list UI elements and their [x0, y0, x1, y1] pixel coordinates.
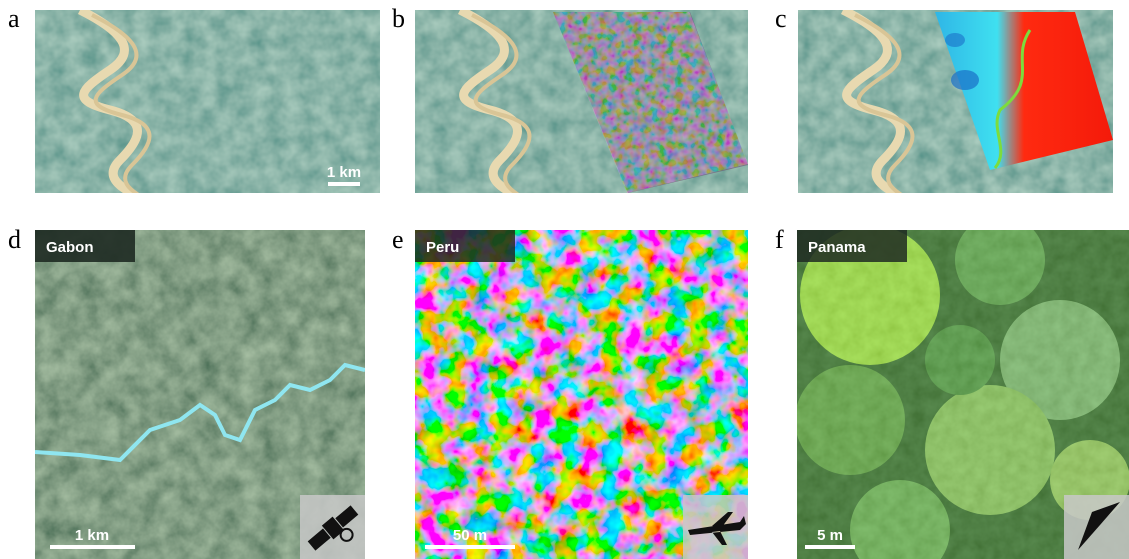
site-label: Peru: [426, 239, 459, 256]
scale-bar-label: 5 m: [817, 527, 843, 544]
scale-bar: [328, 182, 360, 186]
panel-a-image: [35, 10, 380, 193]
site-label-box: [415, 230, 515, 262]
panel-letter: c: [775, 4, 787, 33]
site-label-box: [35, 230, 135, 262]
site-label-box: [797, 230, 907, 262]
plane-icon: [683, 495, 748, 559]
site-label: Panama: [808, 239, 866, 256]
scale-bar-label: 1 km: [75, 527, 109, 544]
panel-letter: f: [775, 225, 784, 254]
panel-b-image: [415, 10, 748, 193]
satellite-icon: [300, 495, 365, 559]
panel-c-image: [798, 10, 1113, 193]
panel-letter: b: [392, 4, 405, 33]
scale-bar: [805, 545, 855, 549]
site-label: Gabon: [46, 239, 94, 256]
panel-letter: a: [8, 4, 20, 33]
panel-letter: e: [392, 225, 404, 254]
scale-bar-label: 1 km: [327, 164, 361, 181]
scale-bar-label: 50 m: [453, 527, 487, 544]
panel-letter: d: [8, 225, 21, 254]
scale-bar: [425, 545, 515, 549]
drone-icon: [1064, 495, 1129, 559]
scale-bar: [50, 545, 135, 549]
